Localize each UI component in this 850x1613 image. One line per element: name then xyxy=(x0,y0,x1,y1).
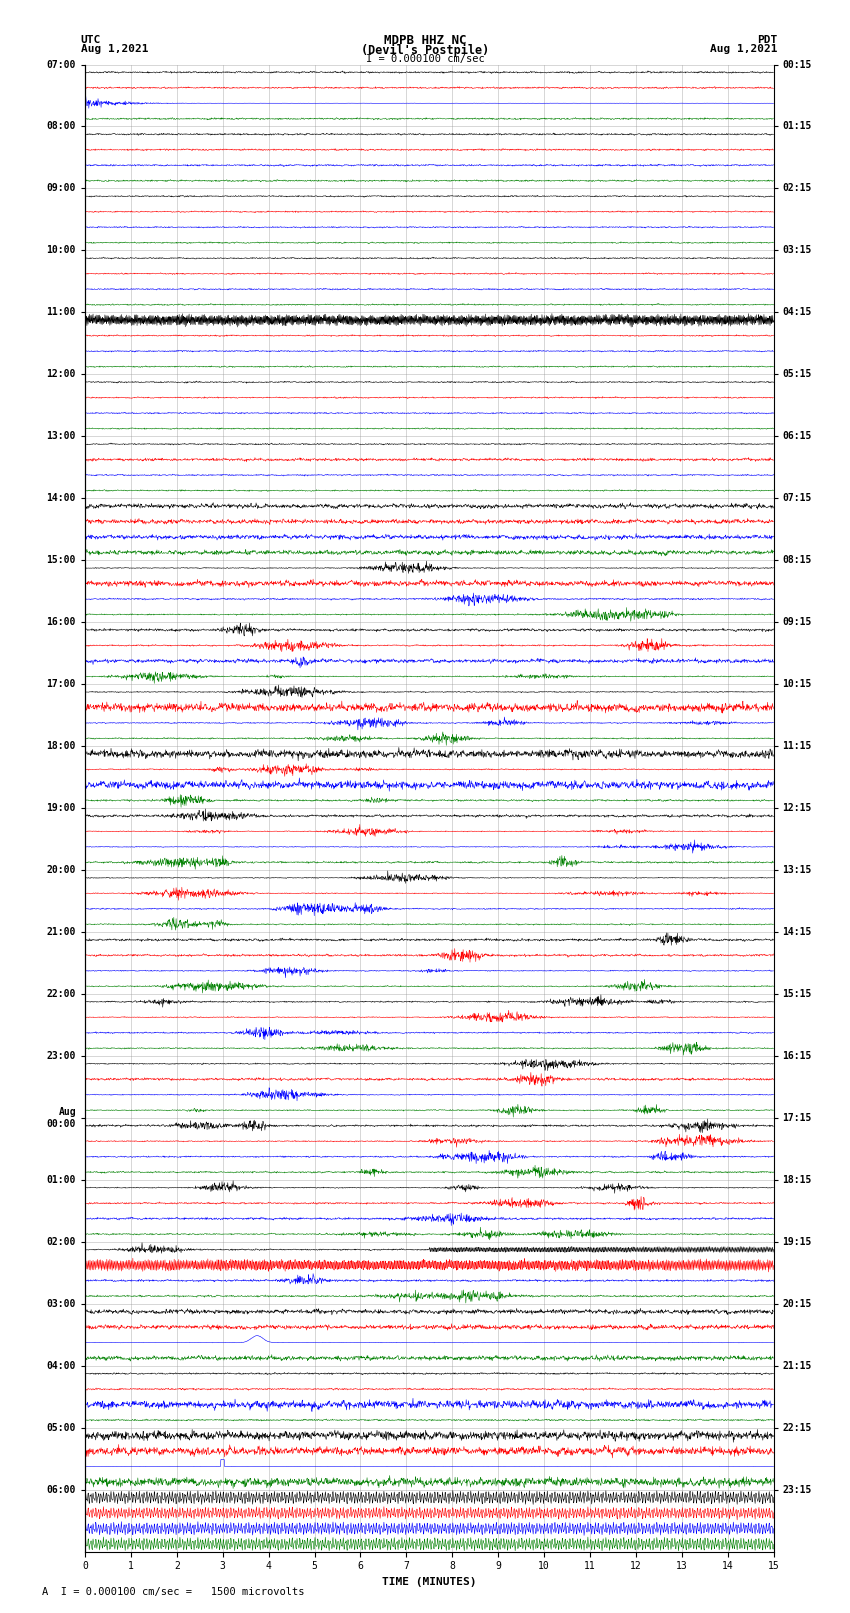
Text: UTC: UTC xyxy=(81,35,101,45)
Text: A  I = 0.000100 cm/sec =   1500 microvolts: A I = 0.000100 cm/sec = 1500 microvolts xyxy=(42,1587,305,1597)
Text: Aug 1,2021: Aug 1,2021 xyxy=(81,44,148,55)
Text: Aug 1,2021: Aug 1,2021 xyxy=(711,44,778,55)
Text: PDT: PDT xyxy=(757,35,778,45)
X-axis label: TIME (MINUTES): TIME (MINUTES) xyxy=(382,1578,477,1587)
Text: I = 0.000100 cm/sec: I = 0.000100 cm/sec xyxy=(366,53,484,65)
Text: MDPB HHZ NC: MDPB HHZ NC xyxy=(383,34,467,47)
Text: (Devil's Postpile): (Devil's Postpile) xyxy=(361,44,489,56)
